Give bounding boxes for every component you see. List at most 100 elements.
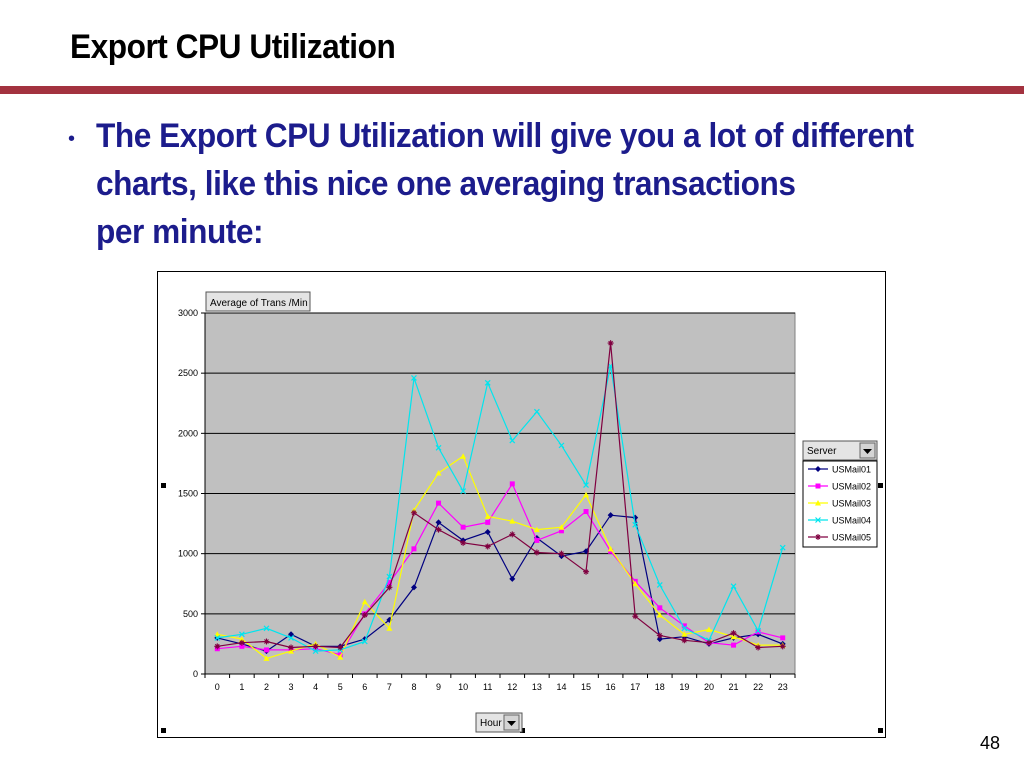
x-tick-label: 9 — [436, 682, 441, 692]
data-point — [509, 531, 516, 538]
x-tick-label: 12 — [507, 682, 517, 692]
data-point — [705, 626, 712, 632]
data-point — [730, 633, 737, 640]
data-point — [288, 648, 295, 654]
chart-canvas: Average of Trans /Min 050010001500200025… — [161, 291, 883, 733]
legend-item-usmail04: USMail04 — [808, 516, 871, 526]
page-title: Export CPU Utilization — [70, 28, 396, 66]
hour-field-button[interactable]: Hour — [475, 712, 523, 733]
data-point — [386, 580, 392, 586]
data-point — [509, 518, 516, 524]
data-point — [312, 643, 319, 650]
series-layer — [214, 340, 786, 661]
x-tick-label: 7 — [387, 682, 392, 692]
legend-label: USMail04 — [832, 516, 871, 526]
data-point — [361, 612, 368, 619]
x-tick-label: 4 — [313, 682, 318, 692]
data-point — [533, 549, 540, 556]
data-point — [312, 648, 319, 655]
legend-server-button[interactable]: Server — [802, 440, 878, 461]
legend-marker — [815, 534, 821, 540]
data-point — [485, 519, 491, 525]
bullet-marker: • — [68, 128, 76, 150]
title-divider — [0, 86, 1024, 94]
data-point — [755, 627, 762, 634]
data-point — [214, 634, 221, 641]
x-tick-label: 6 — [362, 682, 367, 692]
data-point — [214, 643, 221, 650]
data-point — [509, 575, 516, 582]
data-point — [337, 644, 344, 651]
x-tick-label: 8 — [411, 682, 416, 692]
data-point — [779, 544, 786, 551]
data-point — [410, 584, 417, 591]
legend-item-usmail02: USMail02 — [808, 482, 871, 492]
series-line — [217, 343, 783, 649]
x-tick-label: 13 — [532, 682, 542, 692]
legend-marker — [815, 466, 821, 472]
data-point — [238, 636, 245, 642]
bullet-line-3: per minute: — [96, 213, 264, 251]
legend-marker — [815, 517, 821, 523]
data-point — [755, 644, 762, 651]
data-point — [460, 539, 467, 546]
data-point — [263, 647, 269, 653]
data-point — [288, 631, 295, 638]
data-point — [558, 550, 565, 557]
chevron-down-icon — [507, 721, 516, 726]
data-point — [263, 625, 270, 632]
data-point — [460, 524, 466, 530]
data-point — [607, 545, 614, 552]
data-point — [484, 543, 491, 550]
y-tick-label: 1500 — [178, 489, 198, 499]
data-point — [361, 598, 368, 605]
data-point — [386, 573, 393, 580]
y-tick-label: 500 — [183, 609, 198, 619]
x-tick-label: 22 — [753, 682, 763, 692]
selection-handle-bottom-left[interactable] — [161, 728, 166, 733]
data-point — [681, 625, 688, 632]
data-point — [288, 644, 295, 651]
data-point — [386, 625, 393, 631]
x-tick-label: 19 — [679, 682, 689, 692]
series-line — [217, 365, 784, 652]
data-point — [509, 481, 515, 487]
data-point — [263, 655, 270, 661]
pivot-chart[interactable]: Average of Trans /Min 0 500 1000 1500 2000 25… — [157, 271, 886, 738]
x-tick-label: 11 — [483, 682, 492, 692]
data-point — [558, 528, 564, 534]
legend-item-usmail01: USMail01 — [808, 465, 871, 475]
data-point — [238, 639, 245, 646]
grid-lines — [205, 312, 795, 615]
data-point — [238, 631, 245, 638]
y-tick-label: 1000 — [178, 549, 198, 559]
selection-handle-bottom-right[interactable] — [878, 728, 883, 733]
x-tick-label: 0 — [215, 682, 220, 692]
legend-items: USMail01 USMail02 USMail03 USMail04 USMail05 — [808, 465, 871, 543]
data-point — [681, 631, 688, 637]
x-tick-label: 5 — [338, 682, 343, 692]
data-point — [435, 526, 442, 533]
data-point — [731, 642, 737, 648]
data-field-button[interactable]: Average of Trans /Min — [205, 291, 311, 312]
data-point — [460, 453, 467, 459]
legend-item-usmail03: USMail03 — [808, 499, 871, 509]
selection-handle-top-left[interactable] — [161, 483, 166, 488]
data-point — [337, 654, 344, 660]
series-usmail03 — [214, 453, 786, 661]
data-point — [730, 583, 737, 590]
y-tick-label: 2500 — [178, 368, 198, 378]
x-tick-label: 17 — [630, 682, 640, 692]
y-tick-label: 3000 — [178, 308, 198, 318]
chevron-down-icon — [863, 449, 872, 454]
legend-label: USMail02 — [832, 482, 871, 492]
data-point — [533, 408, 540, 415]
data-point — [657, 605, 663, 611]
x-axis-ticks: 0 1 2 3 4 5 6 7 8 9 10 11 12 13 14 15 16 17 18 19 20 21 22 23 — [204, 674, 796, 692]
data-point — [214, 631, 221, 637]
selection-handle-top-right[interactable] — [878, 483, 883, 488]
data-point — [632, 613, 639, 620]
series-line — [217, 455, 783, 660]
x-tick-label: 2 — [264, 682, 269, 692]
data-point — [288, 634, 294, 641]
